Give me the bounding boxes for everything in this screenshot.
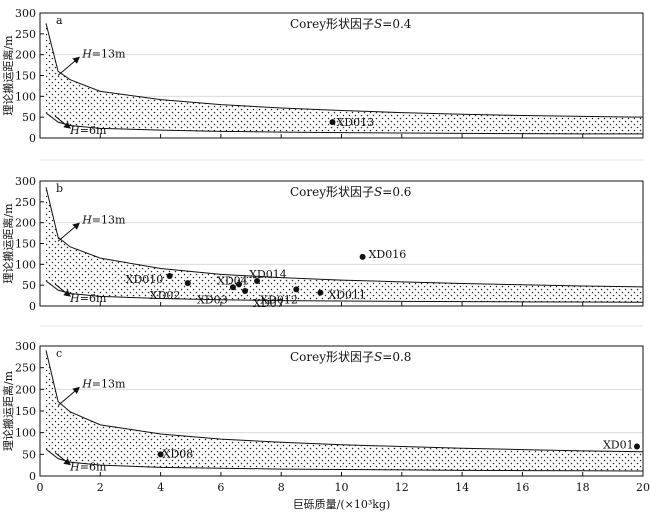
y-axis-label: 理论搬运距离/m [1,35,15,116]
data-point [242,288,249,294]
x-tick-label: 20 [636,481,650,494]
y-tick-label: 250 [15,196,36,209]
upper-arrow [57,222,80,242]
upper-arrow [57,56,80,76]
y-tick-label: 300 [15,7,36,20]
y-tick-label: 100 [15,258,36,271]
x-tick-label: 10 [335,481,349,494]
data-point [254,278,261,284]
x-tick-label: 12 [395,481,409,494]
y-axis-label: 理论搬运距离/m [1,203,15,284]
data-point [359,253,366,260]
panel-letter: b [56,182,63,195]
y-tick-label: 300 [15,340,36,353]
panel-b: 0 50 100 150 200 250 300 理论搬运距离/m b Corey形状因子S=0.… [1,175,644,313]
lower-curve-label: H=6m [69,292,107,305]
data-point [329,119,336,126]
data-point [166,273,173,279]
upper-curve-label: H=13m [81,213,126,226]
y-tick-label: 50 [22,111,36,124]
x-tick-label: 18 [576,481,590,494]
point-label: XD013 [336,116,374,129]
y-tick-label: 150 [15,405,36,418]
lower-arrow [54,452,71,466]
band-area [46,187,643,303]
y-tick-label: 300 [15,175,36,188]
y-tick-label: 250 [15,362,36,375]
point-label: XD07 [253,297,284,310]
y-tick-label: 100 [15,90,36,103]
x-axis-label: 巨砾质量/(×10³kg) [293,498,391,511]
lower-arrow [54,283,71,297]
point-label: XD08 [163,447,194,460]
y-tick-label: 150 [15,238,36,251]
upper-curve-label: H=13m [81,377,126,390]
y-tick-label: 200 [15,383,36,396]
y-tick-label: 150 [15,70,36,83]
x-tick-label: 2 [97,481,104,494]
point-label: XD016 [369,248,407,261]
x-tick-label: 16 [515,481,529,494]
data-point [293,286,300,293]
band-area [46,23,643,134]
x-tick-label: 0 [37,481,44,494]
panel-title: Corey形状因子S=0.6 [290,185,411,199]
panel-c: 0 50 100 150 200 250 300 0 2 4 6 8 10 12 14 16 18 20 巨砾质量/… [1,340,650,511]
point-label: XD01 [603,439,634,452]
y-tick-label: 50 [22,279,36,292]
y-tick-label: 200 [15,49,36,62]
data-point [633,443,640,450]
data-point [229,284,236,291]
point-label: XD014 [249,268,287,281]
x-tick-label: 4 [157,481,164,494]
data-point [157,451,164,458]
data-point [184,280,191,287]
upper-curve-label: H=13m [81,47,126,60]
point-label: XD010 [126,273,164,286]
y-tick-label: 250 [15,28,36,41]
upper-curve [45,187,644,288]
lower-curve-label: H=6m [69,461,107,474]
panel-title: Corey形状因子S=0.8 [290,350,411,364]
x-tick-label: 8 [278,481,285,494]
data-point [235,281,242,288]
panel-letter: a [56,14,63,27]
lower-curve-label: H=6m [69,124,107,137]
point-label: XD03 [197,293,228,306]
point-label: XD011 [328,289,366,302]
panel-letter: c [56,347,62,360]
y-tick-label: 200 [15,217,36,230]
y-axis-label: 理论搬运距离/m [1,370,15,451]
upper-arrow [57,386,80,406]
data-point [317,289,324,296]
upper-curve [45,350,644,453]
panel-a: 0 50 100 150 200 250 300 理论搬运距离/m a Corey形状因子S=0.… [1,7,644,145]
upper-curve [45,23,644,118]
x-tick-label: 14 [455,481,469,494]
y-tick-label: 0 [29,132,36,145]
lower-arrow [54,115,71,129]
y-tick-label: 0 [29,300,36,313]
band-area [46,350,643,471]
x-tick-label: 6 [217,481,224,494]
point-label: XD02 [150,289,181,302]
y-tick-label: 50 [22,448,36,461]
panel-title: Corey形状因子S=0.4 [290,17,412,31]
y-tick-label: 100 [15,427,36,440]
point-label: XD04 [217,274,248,287]
point-label: XD012 [260,293,298,306]
y-tick-label: 0 [29,470,36,483]
